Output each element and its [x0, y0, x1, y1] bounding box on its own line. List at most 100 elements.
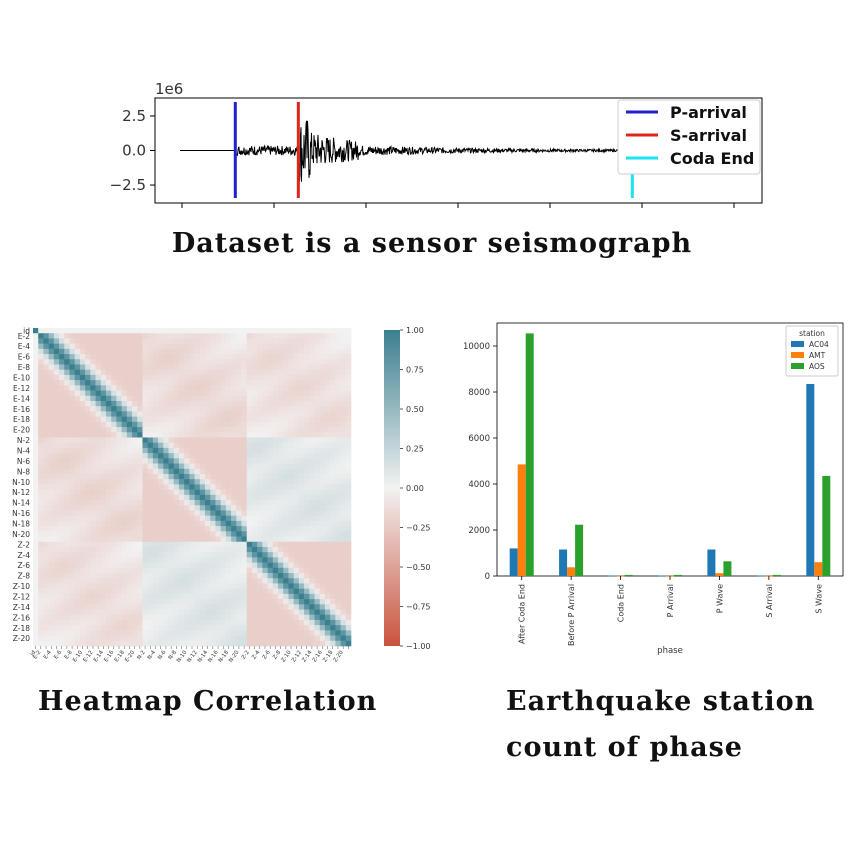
heatmap-cell — [231, 640, 237, 647]
heatmap-cell — [121, 364, 128, 370]
heatmap-cell — [173, 338, 180, 344]
heatmap-cell — [90, 463, 96, 470]
heatmap-cell — [152, 374, 159, 381]
heatmap-cell — [95, 432, 102, 438]
heatmap-cell — [105, 500, 112, 506]
heatmap-cell — [257, 635, 263, 642]
heatmap-cell — [121, 374, 128, 381]
heatmap-cell — [225, 557, 232, 563]
heatmap-cell — [340, 609, 347, 616]
heatmap-cell — [335, 380, 341, 386]
heatmap-cell — [262, 552, 268, 558]
heatmap-cell — [121, 400, 128, 407]
heatmap-cell — [314, 609, 321, 616]
heatmap-row-label: Z-16 — [13, 613, 30, 622]
heatmap-cell — [241, 369, 248, 376]
heatmap-cell — [132, 411, 138, 417]
bar-ytick-label: 4000 — [468, 480, 490, 490]
heatmap-cell — [38, 458, 44, 464]
heatmap-cell — [121, 385, 128, 391]
heatmap-cell — [314, 567, 321, 574]
heatmap-cell — [231, 593, 237, 600]
heatmap-cell — [225, 400, 232, 407]
heatmap-row-label: N-4 — [17, 447, 30, 456]
heatmap-cell — [241, 374, 248, 381]
heatmap-cell — [100, 640, 107, 647]
heatmap-cell — [246, 625, 253, 631]
heatmap-cell — [205, 625, 211, 631]
heatmap-cell — [215, 338, 221, 344]
heatmap-cell — [251, 338, 258, 344]
heatmap-cell — [267, 531, 274, 537]
heatmap-cell — [272, 354, 279, 360]
heatmap-cell — [241, 333, 248, 339]
heatmap-cell — [178, 588, 185, 595]
heatmap-cell — [53, 635, 60, 642]
heatmap-cell — [330, 380, 336, 386]
heatmap-cell — [304, 427, 310, 433]
heatmap-cell — [241, 463, 248, 470]
heatmap-cell — [163, 609, 169, 616]
heatmap-cell — [278, 489, 284, 496]
heatmap-cell — [163, 500, 169, 506]
heatmap-cell — [158, 479, 164, 485]
heatmap-cell — [163, 567, 169, 574]
heatmap-cell — [257, 364, 263, 370]
heatmap-cell — [105, 557, 112, 563]
heatmap-cell — [59, 390, 65, 397]
heatmap-cell — [205, 536, 211, 543]
heatmap-cell — [142, 546, 148, 553]
heatmap-cell — [340, 380, 347, 386]
heatmap-cell — [178, 333, 185, 339]
heatmap-cell — [324, 609, 331, 616]
heatmap-cell — [194, 458, 201, 464]
heatmap-cell — [283, 473, 289, 480]
heatmap-cell — [173, 630, 180, 636]
heatmap-cell — [147, 406, 154, 412]
heatmap-cell — [152, 494, 159, 501]
heatmap-cell — [168, 380, 175, 386]
heatmap-cell — [173, 500, 180, 506]
heatmap-cell — [304, 406, 310, 412]
heatmap-cell — [319, 328, 326, 334]
heatmap-cell — [64, 531, 70, 537]
heatmap-cell — [95, 400, 102, 407]
bar-ac04-coda-end — [608, 575, 617, 577]
heatmap-cell — [293, 411, 300, 417]
heatmap-cell — [100, 625, 107, 631]
heatmap-cell — [298, 599, 305, 605]
heatmap-cell — [298, 583, 305, 589]
heatmap-cell — [309, 526, 315, 532]
heatmap-cell — [132, 400, 138, 407]
heatmap-cell — [293, 364, 300, 370]
heatmap-cell — [236, 479, 242, 485]
heatmap-cell — [262, 520, 268, 527]
heatmap-cell — [152, 546, 159, 553]
heatmap-cell — [267, 515, 274, 522]
heatmap-cell — [147, 364, 154, 370]
heatmap-cell — [205, 562, 211, 569]
heatmap-cell — [231, 515, 237, 522]
heatmap-cell — [246, 453, 253, 459]
heatmap-cell — [168, 630, 175, 636]
heatmap-cell — [48, 630, 55, 636]
heatmap-cell — [225, 515, 232, 522]
heatmap-cell — [100, 614, 107, 621]
heatmap-cell — [142, 583, 148, 589]
heatmap-cell — [231, 447, 237, 454]
heatmap-cell — [194, 510, 201, 516]
heatmap-cell — [231, 416, 237, 423]
heatmap-cell — [33, 614, 39, 621]
heatmap-cell — [163, 374, 169, 381]
heatmap-cell — [43, 328, 49, 334]
heatmap-cell — [173, 635, 180, 642]
heatmap-cell — [59, 526, 65, 532]
heatmap-cell — [345, 447, 352, 454]
heatmap-cell — [38, 541, 44, 548]
heatmap-cell — [236, 640, 242, 647]
heatmap-cell — [95, 609, 102, 616]
heatmap-cell — [309, 546, 315, 553]
heatmap-cell — [340, 526, 347, 532]
heatmap-col-label: E-12 — [83, 650, 95, 664]
heatmap-cell — [158, 573, 164, 579]
